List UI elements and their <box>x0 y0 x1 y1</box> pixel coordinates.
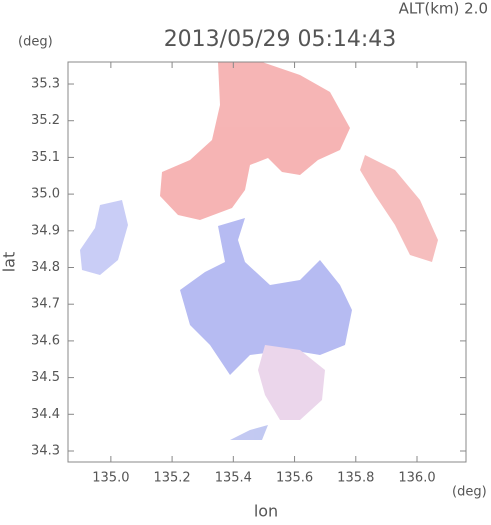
y-tick-label: 34.3 <box>31 443 60 458</box>
echo-east <box>360 155 438 262</box>
echo-west <box>80 200 128 275</box>
y-tick-label: 34.9 <box>31 223 60 238</box>
y-tick-label: 34.7 <box>31 297 60 312</box>
x-tick-label: 135.0 <box>92 471 129 486</box>
echo-north <box>160 62 350 220</box>
chart-title: 2013/05/29 05:14:43 <box>164 27 397 52</box>
y-tick-label: 34.4 <box>31 407 60 422</box>
y-tick-label: 35.3 <box>31 77 60 92</box>
annotation: ALT(km) 2.0 <box>399 0 488 18</box>
y-tick-label: 35.0 <box>31 187 60 202</box>
y-tick-label: 34.5 <box>31 370 60 385</box>
y-tick-label: 34.6 <box>31 333 60 348</box>
y-unit: (deg) <box>18 35 53 50</box>
x-tick-label: 135.6 <box>276 471 313 486</box>
y-tick-label: 35.1 <box>31 150 60 165</box>
x-unit: (deg) <box>452 485 487 500</box>
echo-south <box>180 218 352 375</box>
x-tick-label: 135.4 <box>215 471 252 486</box>
x-axis-label: lon <box>254 502 278 521</box>
echo-tail <box>230 425 268 440</box>
y-tick-label: 35.2 <box>31 113 60 128</box>
y-tick-label: 34.8 <box>31 260 60 275</box>
x-tick-label: 135.2 <box>153 471 190 486</box>
echo-scatter <box>258 345 325 420</box>
x-tick-label: 135.8 <box>337 471 374 486</box>
plot-frame <box>67 61 467 463</box>
y-axis-label: lat <box>0 252 19 273</box>
field <box>80 62 438 440</box>
x-tick-label: 136.0 <box>398 471 435 486</box>
